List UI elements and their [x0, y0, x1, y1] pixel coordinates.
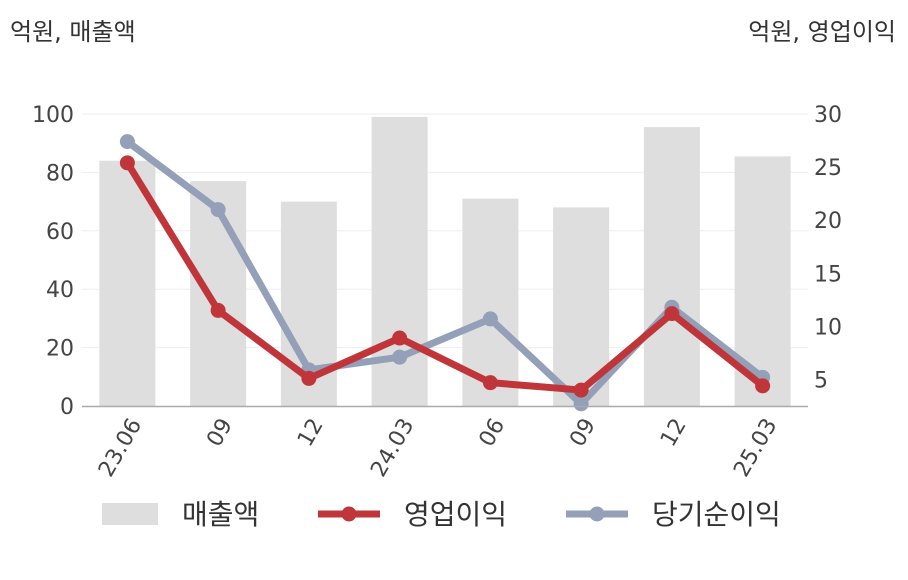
legend-swatch-bar — [102, 503, 158, 525]
x-tick-label: 12 — [293, 414, 329, 451]
x-tick-label: 12 — [656, 414, 692, 451]
operating-point — [392, 330, 408, 346]
bar — [643, 127, 700, 406]
left-y-tick-label: 20 — [46, 337, 74, 362]
operating-line — [123, 159, 767, 394]
operating-point — [573, 382, 589, 398]
right-y-tick-label: 20 — [814, 209, 842, 234]
bar — [99, 160, 156, 406]
left-axis-unit: 억원, 매출액 — [10, 18, 136, 46]
operating-point — [119, 155, 135, 171]
x-tick-label: 25.03 — [729, 414, 782, 481]
right-y-tick-label: 5 — [814, 368, 828, 393]
operating-point — [210, 302, 226, 318]
operating-point — [482, 375, 498, 391]
operating-point — [664, 306, 680, 322]
net-point — [392, 349, 408, 365]
bar — [190, 181, 247, 406]
x-tick-label: 06 — [475, 414, 511, 451]
right-axis-unit: 억원, 영업이익 — [748, 18, 896, 46]
left-y-tick-label: 80 — [46, 161, 74, 186]
right-y-tick-label: 25 — [814, 156, 842, 181]
left-y-tick-label: 100 — [32, 103, 74, 128]
right-y-tick-label: 10 — [814, 315, 842, 340]
legend-label: 당기순이익 — [652, 498, 781, 531]
operating-point — [301, 370, 317, 386]
net-point — [119, 134, 135, 150]
x-tick-label: 23.06 — [94, 414, 147, 481]
legend-label: 영업이익 — [404, 498, 507, 531]
net-point — [482, 311, 498, 327]
left-y-tick-label: 0 — [60, 395, 74, 420]
legend-swatch-marker — [341, 506, 357, 522]
legend: 매출액 영업이익 당기순이익 — [102, 498, 781, 531]
legend-swatch-marker — [589, 506, 605, 522]
legend-label: 매출액 — [182, 498, 259, 531]
operating-point — [755, 378, 771, 394]
right-y-tick-label: 30 — [814, 103, 842, 128]
net-point — [573, 396, 589, 412]
line-series — [119, 134, 771, 412]
right-y-tick-label: 15 — [814, 262, 842, 287]
x-tick-label: 09 — [565, 414, 601, 451]
x-tick-label: 24.03 — [366, 414, 419, 481]
left-y-tick-label: 40 — [46, 278, 74, 303]
x-tick-label: 09 — [202, 414, 238, 451]
net-point — [210, 202, 226, 218]
left-y-tick-label: 60 — [46, 220, 74, 245]
